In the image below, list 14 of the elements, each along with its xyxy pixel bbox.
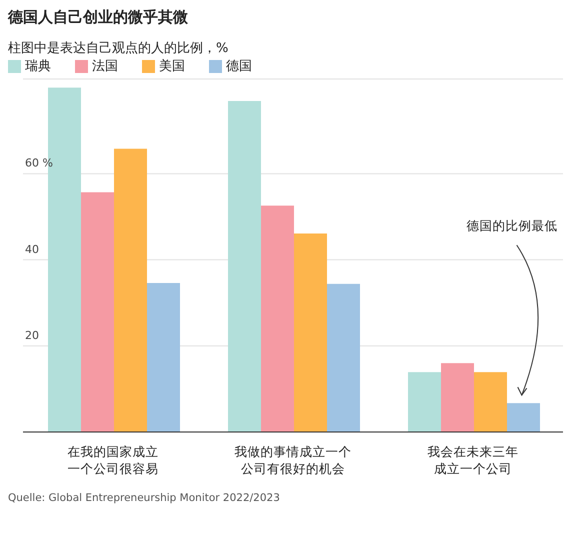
y-tick-label: 40 xyxy=(25,242,39,256)
chart-subtitle: 柱图中是表达自己观点的人的比例，% xyxy=(8,40,230,57)
x-tick-label: 我做的事情成立一个公司有很好的机会 xyxy=(234,444,352,476)
legend-label: 瑞典 xyxy=(25,59,51,74)
legend-label: 法国 xyxy=(92,59,118,74)
annotation: 德国的比例最低 xyxy=(466,218,558,234)
chart-title: 德国人自己创业的微乎其微 xyxy=(8,8,189,27)
source-note: Quelle: Global Entrepreneurship Monitor 2022/2023 xyxy=(8,492,281,504)
legend-label: 美国 xyxy=(159,59,185,74)
legend-label: 德国 xyxy=(226,59,252,74)
x-tick-label: 我会在未来三年成立一个公司 xyxy=(428,444,518,476)
y-tick-label: 20 xyxy=(25,328,39,342)
x-tick-label: 在我的国家成立一个公司很容易 xyxy=(68,444,158,476)
y-tick-label: 60 % xyxy=(25,156,53,170)
